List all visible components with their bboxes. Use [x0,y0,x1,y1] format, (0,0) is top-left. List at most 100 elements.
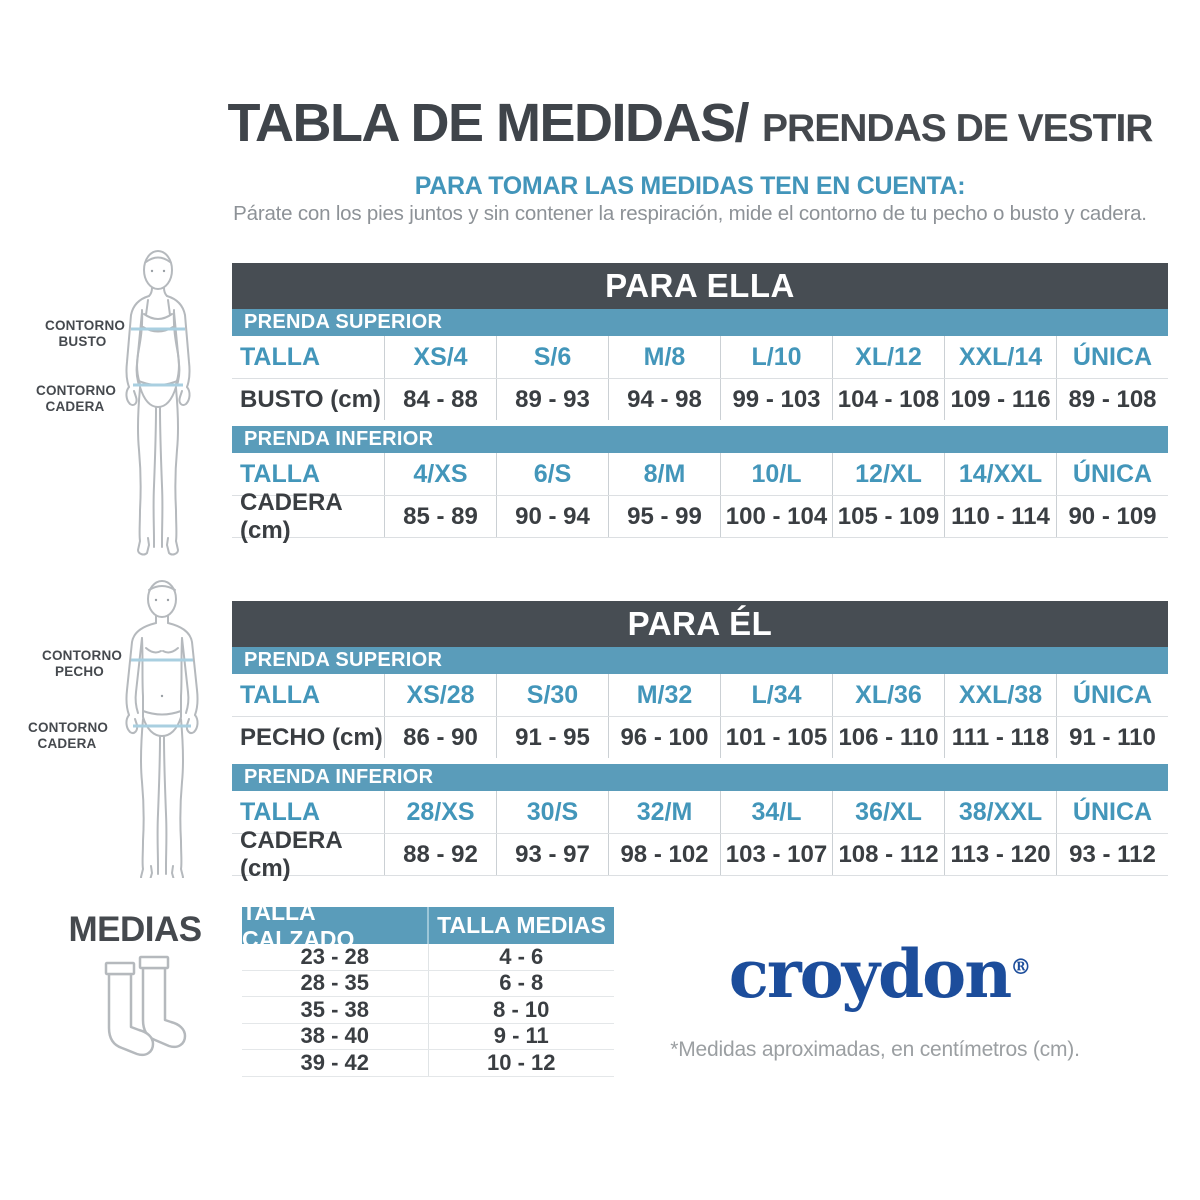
value-cell: 93 - 97 [496,834,608,875]
size-cell: 32/M [608,791,720,833]
value-cell: 105 - 109 [832,496,944,537]
value-cell: 85 - 89 [384,496,496,537]
size-cell: L/10 [720,336,832,378]
page-title: TABLA DE MEDIDAS/ PRENDAS DE VESTIR [180,92,1200,154]
value-cell: 108 - 112 [832,834,944,875]
instructions-text: Párate con los pies juntos y sin contene… [233,202,1147,225]
el-chest-row: PECHO (cm) 86 - 90 91 - 95 96 - 100 101 … [232,717,1168,758]
medias-value: 6 - 8 [427,970,615,996]
male-hip-label: CONTORNO CADERA [28,720,109,752]
value-cell: 89 - 108 [1056,379,1168,420]
size-cell: XXL/38 [944,674,1056,716]
talla-label: TALLA [240,797,321,826]
size-cell: ÚNICA [1056,674,1168,716]
measure-label: BUSTO (cm) [240,385,381,413]
table-para-ella-title: PARA ELLA [232,263,1168,309]
size-cell: 6/S [496,453,608,495]
size-cell: 30/S [496,791,608,833]
size-cell: XS/28 [384,674,496,716]
size-cell: XL/12 [832,336,944,378]
value-cell: 98 - 102 [608,834,720,875]
ella-superior-size-row: TALLA XS/4 S/6 M/8 L/10 XL/12 XXL/14 ÚNI… [232,336,1168,379]
footnote: *Medidas aproximadas, en centímetros (cm… [670,1038,1080,1061]
male-figure-icon [125,580,199,878]
value-cell: 109 - 116 [944,379,1056,420]
value-cell: 90 - 109 [1056,496,1168,537]
female-hip-label: CONTORNO CADERA [36,383,117,415]
medias-col-calzado: TALLA CALZADO [242,898,355,952]
size-cell: L/34 [720,674,832,716]
ella-bust-row: BUSTO (cm) 84 - 88 89 - 93 94 - 98 99 - … [232,379,1168,420]
size-cell: M/32 [608,674,720,716]
size-cell: ÚNICA [1056,453,1168,495]
value-cell: 90 - 94 [496,496,608,537]
female-bust-label: CONTORNO BUSTO [45,318,126,350]
measure-label: CADERA (cm) [240,488,342,544]
medias-row: 23 - 28 4 - 6 [242,944,614,971]
value-cell: 96 - 100 [608,717,720,758]
medias-table: TALLA CALZADO TALLA MEDIAS 23 - 28 4 - 6… [242,898,615,1077]
medias-title: MEDIAS [68,910,202,949]
socks-icon [104,955,187,1057]
male-chest-label: CONTORNO PECHO [42,648,123,680]
ella-inferior-size-row: TALLA 4/XS 6/S 8/M 10/L 12/XL 14/XXL ÚNI… [232,453,1168,496]
value-cell: 110 - 114 [944,496,1056,537]
registered-mark: ® [1010,954,1032,979]
value-cell: 113 - 120 [944,834,1056,875]
page-title-sub: PRENDAS DE VESTIR [762,107,1153,150]
value-cell: 95 - 99 [608,496,720,537]
medias-value: 8 - 10 [427,997,615,1023]
value-cell: 89 - 93 [496,379,608,420]
ella-superior-section-label: PRENDA SUPERIOR [232,309,1168,336]
size-cell: 38/XXL [944,791,1056,833]
value-cell: 94 - 98 [608,379,720,420]
value-cell: 86 - 90 [384,717,496,758]
size-cell: 28/XS [384,791,496,833]
medias-value: 4 - 6 [427,944,615,970]
value-cell: 93 - 112 [1056,834,1168,875]
size-cell: 34/L [720,791,832,833]
value-cell: 99 - 103 [720,379,832,420]
size-cell: XXL/14 [944,336,1056,378]
calzado-value: 35 - 38 [300,996,370,1022]
talla-label: TALLA [240,342,321,371]
size-cell: 4/XS [384,453,496,495]
value-cell: 104 - 108 [832,379,944,420]
el-inferior-size-row: TALLA 28/XS 30/S 32/M 34/L 36/XL 38/XXL … [232,791,1168,834]
talla-label: TALLA [240,459,321,488]
table-para-el: PARA ÉL PRENDA SUPERIOR TALLA XS/28 S/30… [232,601,1168,882]
table-para-el-title: PARA ÉL [232,601,1168,647]
value-cell: 84 - 88 [384,379,496,420]
size-cell: 12/XL [832,453,944,495]
brand-logo-text: croydon [728,935,1012,1013]
size-cell: M/8 [608,336,720,378]
calzado-value: 23 - 28 [300,943,370,969]
size-cell: ÚNICA [1056,791,1168,833]
ella-inferior-section-label: PRENDA INFERIOR [232,426,1168,453]
size-cell: XL/36 [832,674,944,716]
medias-table-header: TALLA CALZADO TALLA MEDIAS [242,898,614,952]
size-cell: 8/M [608,453,720,495]
ella-hip-row: CADERA (cm) 85 - 89 90 - 94 95 - 99 100 … [232,488,1168,544]
medias-col-medias: TALLA MEDIAS [427,907,614,944]
female-figure-icon [125,250,191,556]
brand-logo: croydon® [680,938,1080,1011]
medias-row: 28 - 35 6 - 8 [242,970,615,997]
medias-value: 10 - 12 [427,1050,615,1076]
el-superior-section-label: PRENDA SUPERIOR [232,647,1168,674]
size-cell: 36/XL [832,791,944,833]
size-cell: 10/L [720,453,832,495]
value-cell: 103 - 107 [720,834,832,875]
el-inferior-section-label: PRENDA INFERIOR [232,764,1168,791]
calzado-value: 39 - 42 [300,1049,370,1075]
el-hip-row: CADERA (cm) 88 - 92 93 - 97 98 - 102 103… [232,826,1168,882]
size-cell: S/6 [496,336,608,378]
value-cell: 106 - 110 [832,717,944,758]
medias-row: 39 - 42 10 - 12 [242,1050,614,1077]
calzado-value: 38 - 40 [300,1023,370,1049]
measure-label: CADERA (cm) [240,826,342,882]
value-cell: 100 - 104 [720,496,832,537]
size-cell: S/30 [496,674,608,716]
talla-label: TALLA [240,680,321,709]
